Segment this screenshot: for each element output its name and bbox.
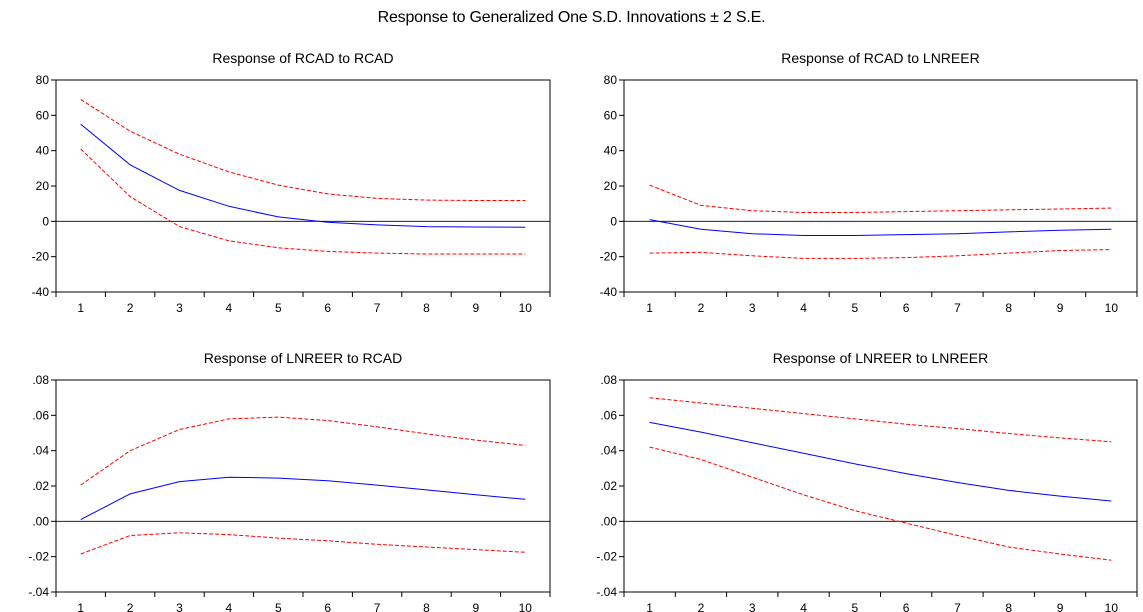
y-tick-label: .04	[600, 444, 617, 458]
y-tick-label: 20	[604, 179, 618, 193]
x-tick-label: 7	[954, 301, 961, 315]
x-tick-label: 2	[127, 301, 134, 315]
y-tick-label: -40	[32, 285, 50, 299]
x-tick-label: 1	[77, 301, 84, 315]
y-tick-label: 60	[36, 108, 50, 122]
x-tick-label: 9	[473, 601, 480, 612]
x-tick-label: 5	[275, 301, 282, 315]
x-tick-label: 8	[1005, 601, 1012, 612]
response-line	[649, 219, 1112, 236]
chart-title: Response of RCAD to RCAD	[212, 50, 393, 66]
x-tick-label: 7	[374, 601, 381, 612]
x-tick-label: 6	[903, 301, 910, 315]
x-tick-label: 8	[1005, 301, 1012, 315]
x-tick-label: 2	[698, 601, 705, 612]
y-tick-label: .02	[32, 479, 49, 493]
x-tick-label: 9	[1057, 601, 1064, 612]
chart-panel-1: Response of RCAD to RCAD -40 -20 0 20 40 60 80 1…	[32, 50, 551, 315]
y-tick-label: 40	[36, 144, 50, 158]
chart-panel-3: Response of LNREER to RCAD -.04 -.02 .00 .02…	[28, 350, 551, 612]
y-tick-label: -.04	[596, 585, 617, 599]
chart-panel-2: Response of RCAD to LNREER -40 -20 0 20 40 60 8…	[600, 50, 1138, 315]
y-tick-label: -.02	[596, 550, 617, 564]
upper-band-line	[649, 397, 1112, 443]
figure-title: Response to Generalized One S.D. Innovat…	[377, 9, 766, 26]
y-tick-label: 80	[604, 73, 618, 87]
y-tick-label: 0	[610, 214, 617, 228]
y-tick-label: .02	[600, 479, 617, 493]
y-tick-label: .06	[600, 408, 617, 422]
x-tick-label: 5	[852, 301, 859, 315]
plot-frame	[623, 379, 1138, 593]
upper-band-line	[649, 184, 1112, 213]
x-tick-label: 5	[275, 601, 282, 612]
x-tick-label: 6	[324, 301, 331, 315]
y-tick-label: -.02	[28, 550, 49, 564]
x-tick-label: 3	[176, 601, 183, 612]
x-tick-label: 1	[77, 601, 84, 612]
x-tick-label: 4	[226, 601, 233, 612]
y-tick-label: -20	[32, 250, 50, 264]
x-tick-label: 2	[127, 601, 134, 612]
x-tick-label: 3	[176, 301, 183, 315]
y-tick-label: 60	[604, 108, 618, 122]
upper-band-line	[80, 416, 526, 486]
response-line	[649, 421, 1112, 502]
y-tick-label: 0	[42, 214, 49, 228]
x-tick-label: 3	[749, 301, 756, 315]
y-tick-label: 20	[36, 179, 50, 193]
x-tick-label: 8	[423, 601, 430, 612]
chart-title: Response of RCAD to LNREER	[781, 50, 979, 66]
y-tick-label: .00	[32, 514, 49, 528]
x-tick-label: 7	[374, 301, 381, 315]
x-tick-label: 8	[423, 301, 430, 315]
x-tick-label: 9	[1057, 301, 1064, 315]
x-tick-label: 1	[646, 301, 653, 315]
x-tick-label: 4	[226, 301, 233, 315]
y-tick-label: -.04	[28, 585, 49, 599]
chart-title: Response of LNREER to RCAD	[204, 350, 402, 366]
x-tick-label: 9	[473, 301, 480, 315]
y-tick-label: .00	[600, 514, 617, 528]
y-tick-label: .08	[600, 373, 617, 387]
lower-band-line	[649, 446, 1112, 561]
lower-band-line	[649, 249, 1112, 259]
y-tick-label: -40	[600, 285, 618, 299]
x-tick-label: 1	[646, 601, 653, 612]
x-tick-label: 7	[954, 601, 961, 612]
response-line	[80, 476, 526, 521]
x-tick-label: 6	[324, 601, 331, 612]
x-tick-label: 10	[1105, 301, 1119, 315]
x-tick-label: 4	[800, 601, 807, 612]
x-tick-label: 2	[698, 301, 705, 315]
plot-frame	[55, 79, 551, 293]
x-tick-label: 10	[519, 601, 533, 612]
x-tick-label: 6	[903, 601, 910, 612]
plot-frame	[623, 79, 1138, 293]
lower-band-line	[80, 532, 526, 555]
x-tick-label: 10	[519, 301, 533, 315]
response-line	[80, 123, 526, 228]
y-tick-label: .04	[32, 444, 49, 458]
y-tick-label: .08	[32, 373, 49, 387]
chart-panel-4: Response of LNREER to LNREER -.04 -.02 .00.…	[596, 350, 1138, 612]
lower-band-line	[80, 148, 526, 255]
y-tick-label: 40	[604, 144, 618, 158]
x-tick-label: 5	[852, 601, 859, 612]
y-tick-label: 80	[36, 73, 50, 87]
x-tick-label: 3	[749, 601, 756, 612]
plot-frame	[55, 379, 551, 593]
chart-title: Response of LNREER to LNREER	[773, 350, 989, 366]
x-tick-label: 4	[800, 301, 807, 315]
x-tick-label: 10	[1105, 601, 1119, 612]
upper-band-line	[80, 98, 526, 201]
y-tick-label: .06	[32, 408, 49, 422]
y-tick-label: -20	[600, 250, 618, 264]
